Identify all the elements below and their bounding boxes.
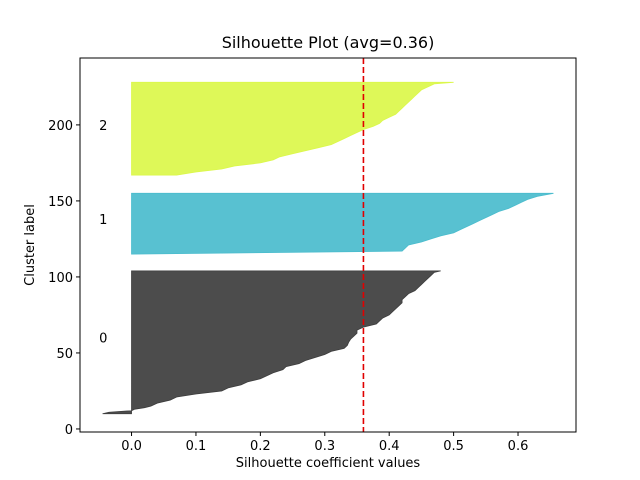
plot-frame bbox=[79, 57, 577, 433]
cluster-0-silhouette bbox=[102, 270, 441, 415]
cluster-2-label: 2 bbox=[99, 119, 107, 134]
y-tick-label: 100 bbox=[48, 271, 73, 286]
y-tick-label: 50 bbox=[56, 347, 73, 362]
x-axis-ticks: 0.0 0.1 0.2 0.3 0.4 0.5 0.6 bbox=[121, 432, 528, 454]
cluster-0-label: 0 bbox=[99, 332, 107, 347]
y-tick-label: 200 bbox=[48, 119, 73, 134]
x-tick-label: 0.6 bbox=[508, 439, 529, 454]
x-tick-label: 0.4 bbox=[379, 439, 400, 454]
x-tick-label: 0.1 bbox=[186, 439, 207, 454]
y-tick-label: 150 bbox=[48, 195, 73, 210]
cluster-2-silhouette bbox=[131, 81, 454, 176]
x-tick-label: 0.0 bbox=[121, 439, 142, 454]
cluster-1-silhouette bbox=[131, 192, 554, 255]
y-axis-label: Cluster label bbox=[23, 204, 38, 286]
x-tick-label: 0.5 bbox=[443, 439, 464, 454]
x-tick-label: 0.2 bbox=[250, 439, 271, 454]
cluster-layer: 0 1 2 bbox=[99, 81, 554, 415]
cluster-1-label: 1 bbox=[99, 213, 107, 228]
chart-title: Silhouette Plot (avg=0.36) bbox=[222, 33, 435, 52]
x-axis-label: Silhouette coefficient values bbox=[236, 456, 421, 471]
x-tick-label: 0.3 bbox=[314, 439, 335, 454]
y-tick-label: 0 bbox=[65, 423, 73, 438]
y-axis-ticks: 0 50 100 150 200 bbox=[48, 119, 80, 438]
